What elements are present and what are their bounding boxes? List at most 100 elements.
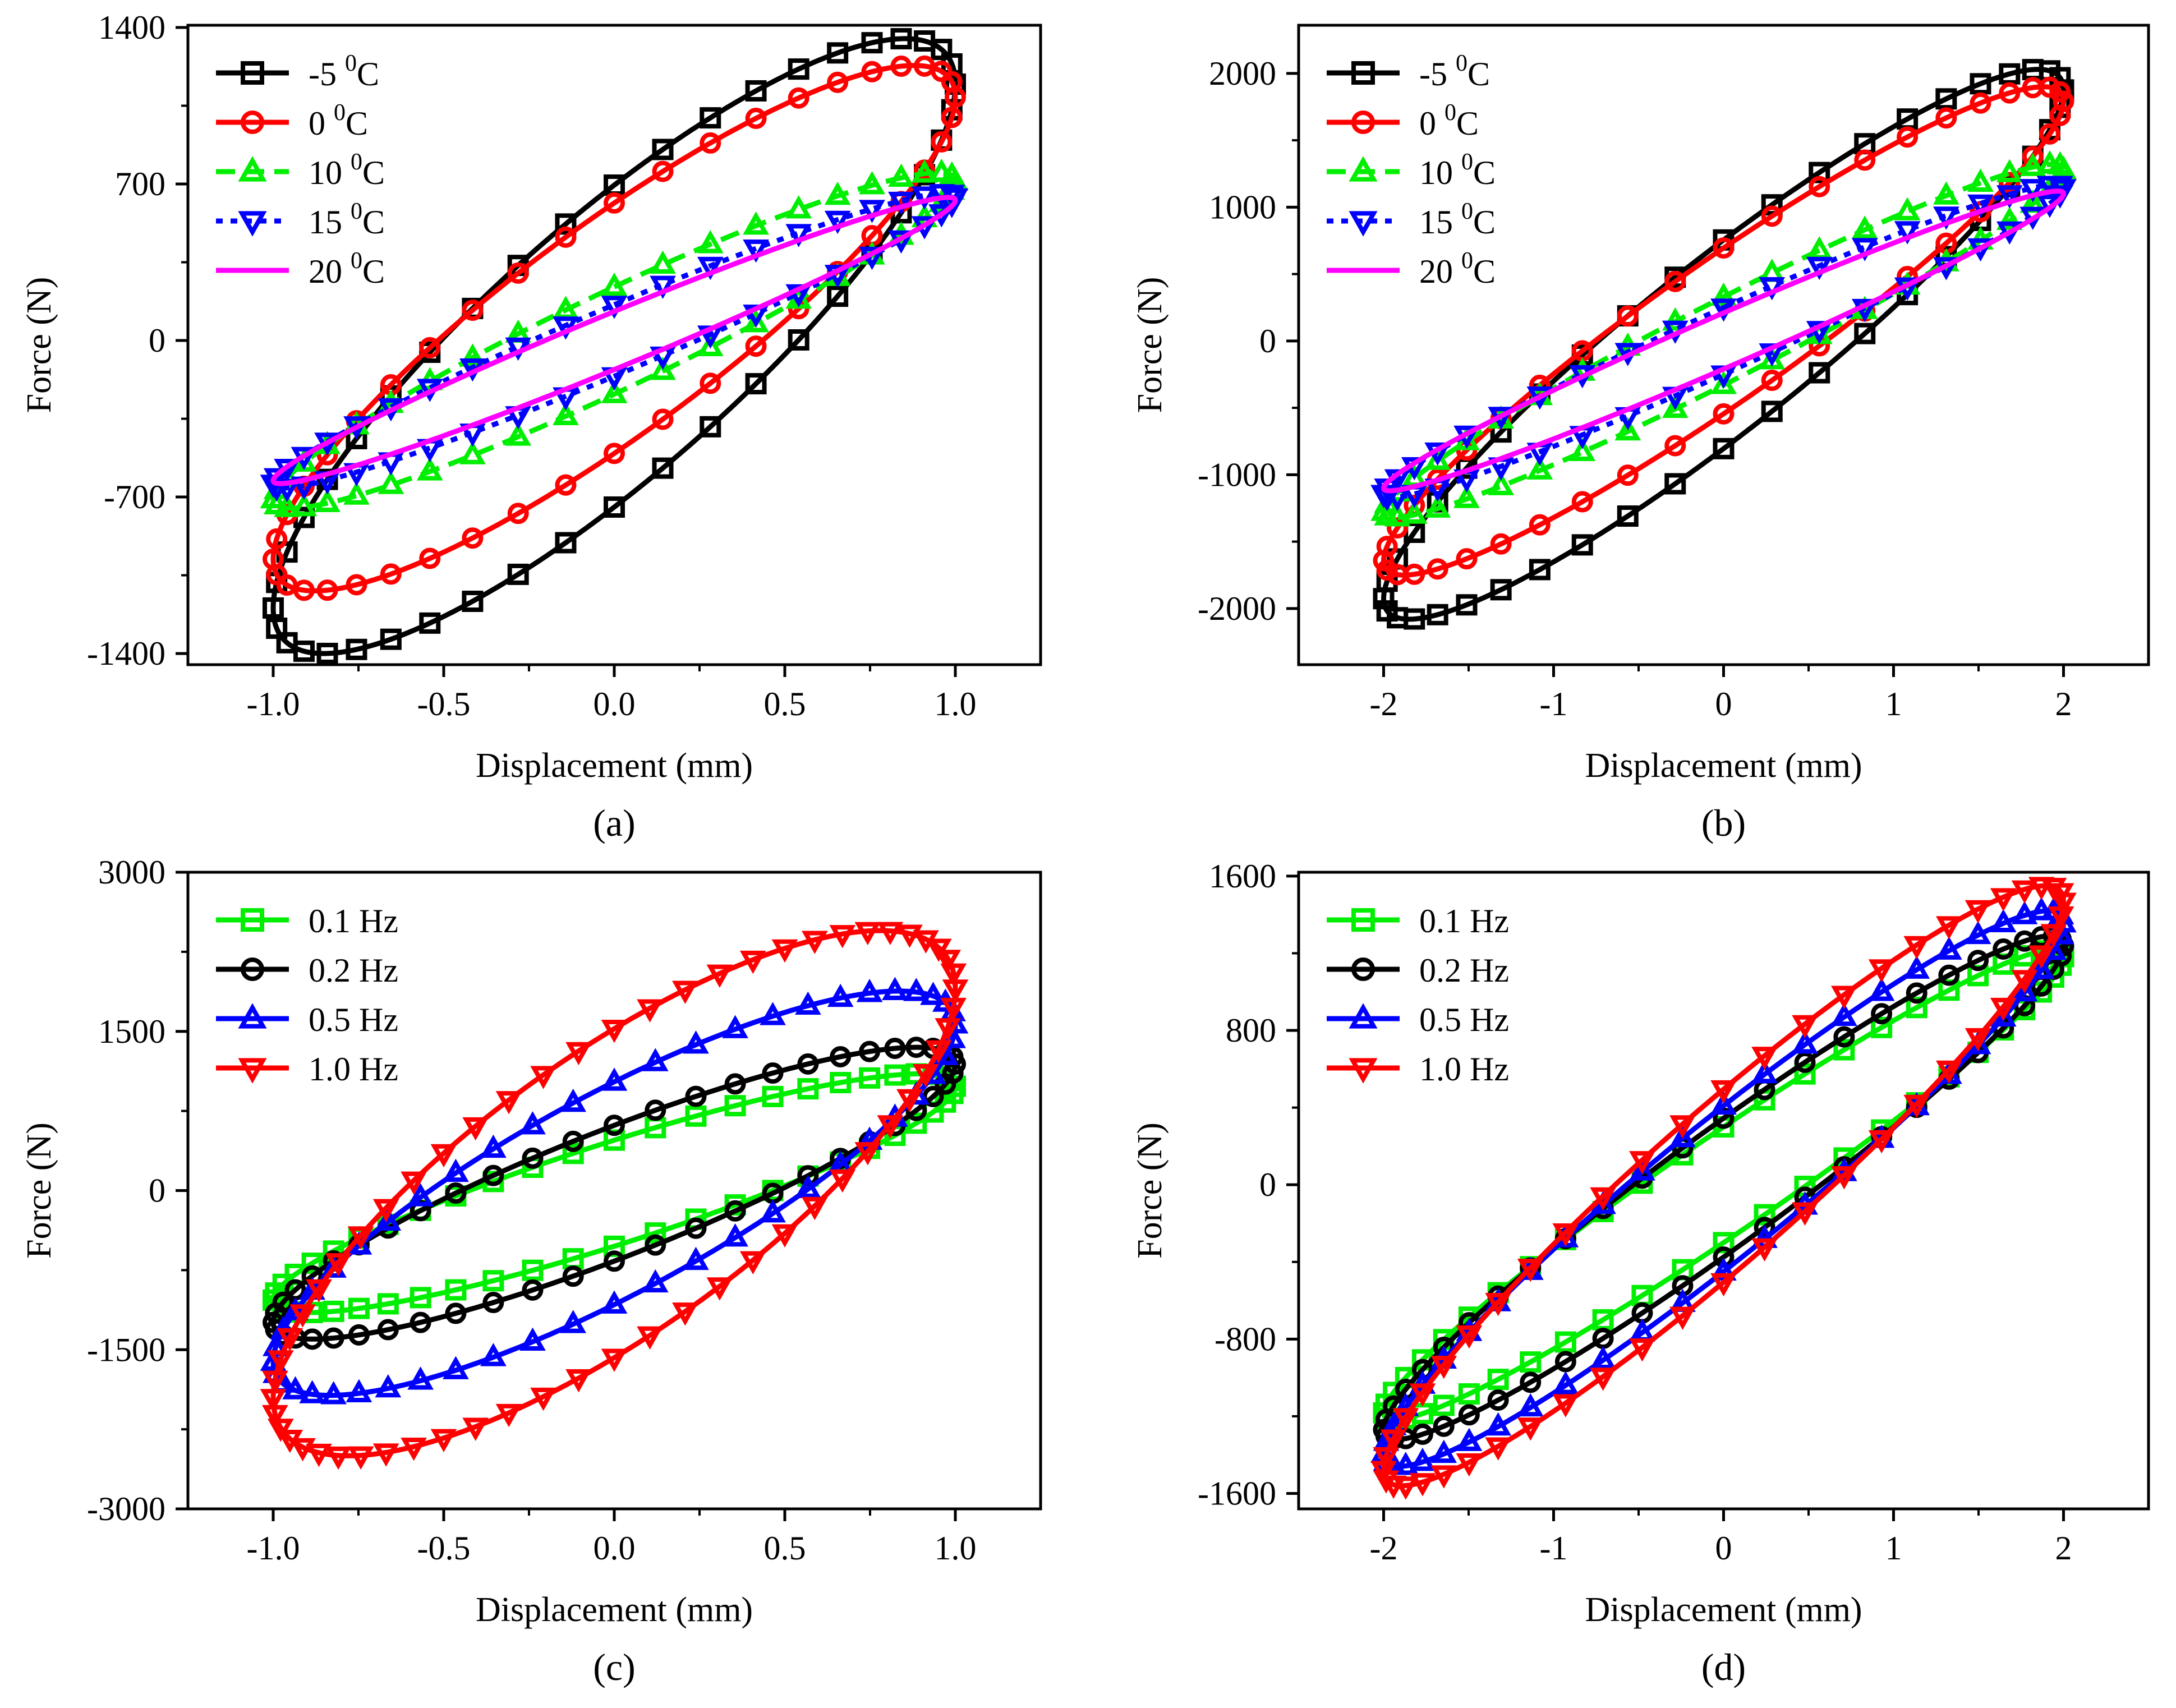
series-marker <box>762 1085 784 1107</box>
series-marker <box>443 1158 469 1182</box>
series-marker <box>697 230 724 254</box>
series-marker <box>672 1302 698 1326</box>
series-marker <box>530 1066 556 1089</box>
series-marker <box>935 1073 956 1095</box>
series-marker <box>645 1099 666 1121</box>
series-group <box>1370 877 2077 1500</box>
series-marker <box>706 964 733 988</box>
series-marker <box>1456 1453 1483 1477</box>
series-marker <box>380 563 402 585</box>
series-marker <box>882 977 908 1000</box>
series-marker <box>416 457 443 481</box>
series-marker <box>522 1259 544 1281</box>
series-marker <box>601 1290 628 1314</box>
y-tick-label: -1000 <box>1198 456 1276 493</box>
series-marker <box>346 638 367 660</box>
series-marker <box>1552 1371 1579 1394</box>
series-marker <box>1571 534 1593 556</box>
series-marker <box>652 408 674 430</box>
y-tick-label: 1000 <box>1209 188 1276 225</box>
legend-marker <box>238 211 267 237</box>
series-marker <box>601 1067 628 1091</box>
series-marker <box>555 226 577 248</box>
series-marker <box>942 979 969 1003</box>
panel-caption: (c) <box>593 1646 635 1688</box>
series-marker <box>1664 473 1686 495</box>
series-marker <box>1433 1394 1455 1416</box>
series-marker <box>343 481 370 505</box>
series-marker <box>562 1130 584 1152</box>
series-marker <box>2048 906 2074 930</box>
series-marker <box>266 528 288 550</box>
series-marker <box>1967 168 1994 192</box>
series-marker <box>377 1293 399 1315</box>
series-marker <box>1487 1369 1509 1391</box>
series-marker <box>1970 73 1991 95</box>
y-tick-label: -800 <box>1214 1320 1276 1357</box>
series-marker <box>443 1356 469 1379</box>
series-marker <box>372 1199 399 1222</box>
legend-marker <box>1349 156 1378 182</box>
series-marker <box>1754 1204 1775 1226</box>
series-marker <box>1387 564 1409 586</box>
series-marker <box>1552 1223 1579 1247</box>
x-tick-label: 1.0 <box>935 1530 977 1567</box>
y-tick-label: 1500 <box>98 1013 165 1050</box>
legend-marker <box>238 1058 267 1084</box>
series-marker <box>306 1279 332 1303</box>
series-marker <box>266 618 288 639</box>
series-marker <box>459 343 486 367</box>
series-marker <box>652 139 674 160</box>
series-marker <box>724 1200 746 1222</box>
series-marker <box>347 1446 374 1470</box>
series-marker <box>1517 1417 1544 1441</box>
series-marker <box>604 192 625 214</box>
legend-marker <box>241 908 264 932</box>
series-marker <box>1792 1015 1818 1039</box>
series-marker <box>645 1234 666 1256</box>
series-marker <box>462 591 484 613</box>
series-marker <box>911 159 938 183</box>
series-marker <box>462 1417 489 1441</box>
series-marker <box>1906 997 1927 1019</box>
legend-marker <box>241 111 264 134</box>
series-marker <box>1662 394 1689 418</box>
legend-label: 20 0C <box>1419 248 1496 290</box>
series-marker <box>323 1300 344 1322</box>
series-marker <box>260 1389 287 1412</box>
series-marker <box>743 211 769 235</box>
series-marker <box>1710 1091 1737 1115</box>
y-tick-label: -1400 <box>87 635 165 672</box>
series-marker <box>1710 371 1737 394</box>
series-marker <box>1967 194 1994 218</box>
series-marker <box>462 1117 489 1141</box>
panel-caption: (b) <box>1701 802 1746 844</box>
series-marker <box>925 1040 952 1064</box>
series-marker <box>2040 924 2067 947</box>
series-marker <box>1713 1232 1735 1254</box>
series-marker <box>555 532 577 554</box>
series-marker <box>2049 104 2071 126</box>
series-marker <box>1456 1325 1483 1349</box>
series-marker <box>419 612 441 634</box>
series-marker <box>925 938 952 962</box>
series-marker <box>553 402 579 426</box>
series-marker <box>1520 1371 1542 1393</box>
legend-marker <box>238 1003 267 1029</box>
series-marker <box>1430 1355 1457 1379</box>
series-marker <box>827 71 849 93</box>
series-marker <box>829 925 856 949</box>
legend-marker <box>1349 1058 1378 1084</box>
series-marker <box>935 1018 962 1042</box>
y-tick-label: 800 <box>1226 1012 1276 1049</box>
series-marker <box>797 1053 819 1075</box>
series-marker <box>700 107 721 129</box>
series-marker <box>1713 403 1735 425</box>
series-marker <box>685 1217 707 1239</box>
series-marker <box>1713 438 1735 459</box>
series-marker <box>829 1169 856 1193</box>
series-marker <box>941 107 963 128</box>
legend-label: 20 0C <box>309 248 385 290</box>
series-marker <box>507 262 529 284</box>
series-marker <box>2039 76 2060 98</box>
